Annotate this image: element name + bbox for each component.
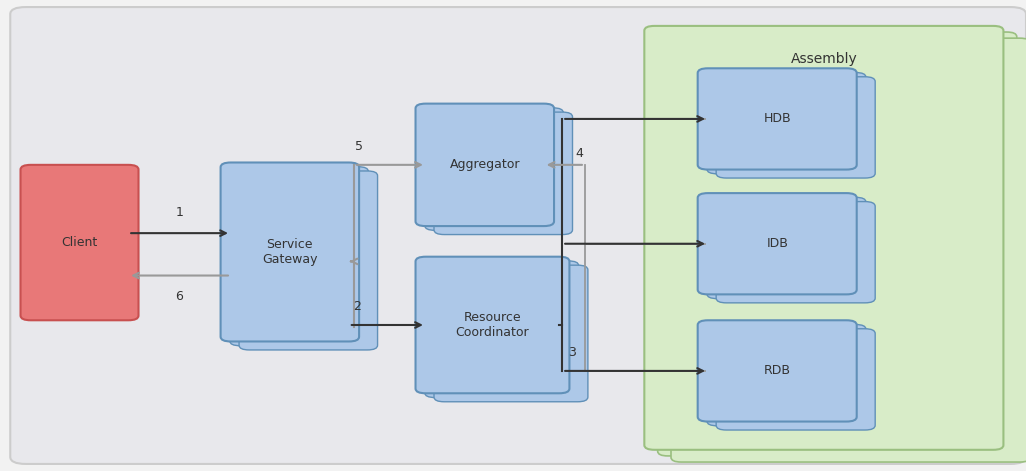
Text: 5: 5 — [355, 140, 363, 153]
FancyBboxPatch shape — [230, 167, 368, 346]
FancyBboxPatch shape — [658, 32, 1017, 456]
FancyBboxPatch shape — [434, 265, 588, 402]
Text: Service
Gateway: Service Gateway — [262, 238, 318, 266]
Text: RDB: RDB — [763, 365, 791, 377]
Text: Resource
Coordinator: Resource Coordinator — [456, 311, 529, 339]
Text: Aggregator: Aggregator — [449, 158, 520, 171]
FancyBboxPatch shape — [416, 257, 569, 393]
Text: 4: 4 — [576, 147, 584, 160]
Text: HDB: HDB — [763, 113, 791, 125]
FancyBboxPatch shape — [698, 320, 857, 422]
FancyBboxPatch shape — [425, 108, 563, 230]
Text: Client: Client — [62, 236, 97, 249]
Text: 6: 6 — [175, 290, 184, 303]
FancyBboxPatch shape — [698, 68, 857, 170]
FancyBboxPatch shape — [10, 7, 1026, 464]
FancyBboxPatch shape — [21, 165, 139, 320]
Text: Assembly: Assembly — [790, 52, 858, 66]
FancyBboxPatch shape — [434, 112, 573, 235]
FancyBboxPatch shape — [707, 325, 866, 426]
FancyBboxPatch shape — [221, 162, 359, 341]
FancyBboxPatch shape — [644, 26, 1003, 450]
FancyBboxPatch shape — [716, 77, 875, 178]
FancyBboxPatch shape — [716, 329, 875, 430]
FancyBboxPatch shape — [698, 193, 857, 294]
FancyBboxPatch shape — [671, 38, 1026, 462]
FancyBboxPatch shape — [716, 202, 875, 303]
Text: IDB: IDB — [766, 237, 788, 250]
Text: 2: 2 — [353, 300, 361, 313]
FancyBboxPatch shape — [707, 73, 866, 174]
FancyBboxPatch shape — [239, 171, 378, 350]
Text: 3: 3 — [568, 346, 577, 359]
Text: 1: 1 — [175, 206, 184, 219]
FancyBboxPatch shape — [425, 261, 579, 398]
FancyBboxPatch shape — [416, 104, 554, 226]
FancyBboxPatch shape — [707, 197, 866, 299]
